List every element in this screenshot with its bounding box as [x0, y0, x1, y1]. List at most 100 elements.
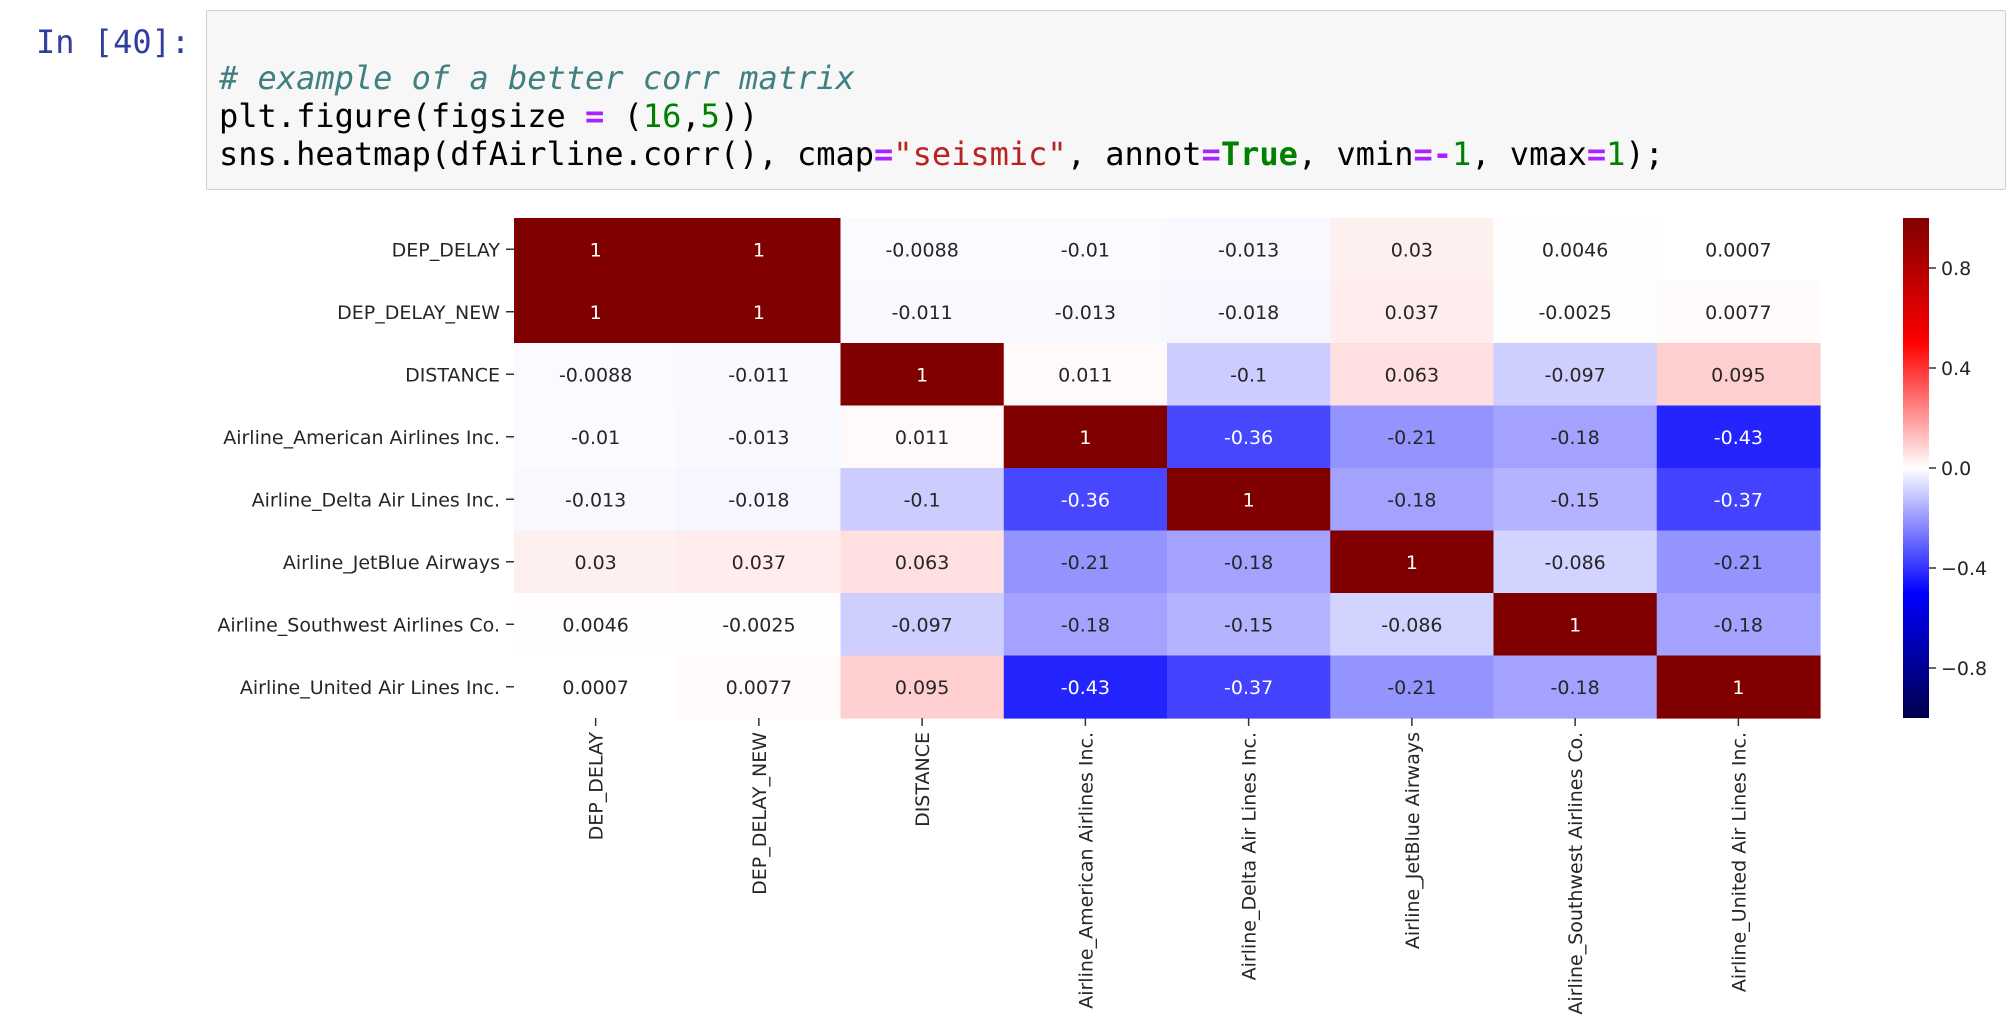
cell-annotation: -0.0088 — [885, 239, 958, 261]
code-token: = — [1201, 135, 1221, 173]
heatmap-cell — [840, 218, 1005, 282]
cell-annotation: -0.018 — [728, 489, 789, 511]
cell-annotation: 1 — [753, 239, 765, 261]
x-tick-label: DEP_DELAY — [586, 732, 608, 841]
heatmap-cell — [677, 468, 842, 532]
heatmap-cell — [1493, 218, 1658, 282]
cell-annotation: 0.0077 — [726, 677, 792, 699]
heatmap-cell — [1330, 530, 1495, 594]
heatmap-cell — [1656, 405, 1821, 469]
heatmap-cells — [514, 218, 1821, 719]
heatmap-cell — [1003, 593, 1168, 657]
y-tick-label: Airline_Delta Air Lines Inc. — [252, 489, 500, 511]
cell-annotation: 0.0046 — [562, 614, 628, 636]
heatmap-cell — [1330, 280, 1495, 344]
cell-annotation: -0.18 — [1551, 427, 1600, 449]
cell-annotation: 0.03 — [1391, 239, 1433, 261]
heatmap-cell — [677, 593, 842, 657]
cell-annotation: 0.095 — [895, 677, 949, 699]
cell-annotation: -0.0025 — [1538, 302, 1611, 324]
cell-annotation: -0.1 — [904, 489, 941, 511]
cell-annotation: -0.01 — [1061, 239, 1110, 261]
heatmap-cell — [514, 280, 678, 344]
cell-annotation: -0.18 — [1714, 614, 1763, 636]
heatmap-cell — [840, 655, 1005, 719]
colorbar-tick-label: −0.4 — [1941, 558, 1987, 580]
heatmap-cell — [840, 343, 1005, 407]
x-tick-label: Airline_Southwest Airlines Co. — [1565, 732, 1587, 1015]
heatmap-cell — [840, 468, 1005, 532]
heatmap-cell — [1656, 468, 1821, 532]
cell-annotation: -0.18 — [1061, 614, 1110, 636]
code-token: 1 — [1606, 135, 1626, 173]
x-tick-label: DISTANCE — [912, 732, 934, 827]
y-tick-label: DEP_DELAY_NEW — [337, 302, 500, 324]
heatmap-cell — [840, 280, 1005, 344]
cell-annotation: -0.15 — [1551, 489, 1600, 511]
heatmap-cell — [1167, 405, 1331, 469]
heatmap-cell — [1656, 280, 1821, 344]
heatmap-cell — [1167, 468, 1331, 532]
cell-annotation: 0.037 — [732, 552, 786, 574]
heatmap-cell — [1493, 405, 1658, 469]
code-token: True — [1220, 135, 1298, 173]
cell-annotation: -0.21 — [1387, 677, 1436, 699]
cell-annotation: -0.0025 — [722, 614, 795, 636]
heatmap-cell — [677, 218, 842, 282]
colorbar-tick-label: 0.4 — [1941, 358, 1971, 380]
heatmap-cell — [1330, 343, 1495, 407]
heatmap-cell — [1493, 343, 1658, 407]
code-line: plt.figure(figsize = (16,5)) — [219, 97, 1664, 135]
heatmap-chart: 1 1 -0.0088 -0.01 -0.013 0.03 0.0046 0.0007 1 1 -0… — [217, 218, 1987, 1015]
code-token: , — [681, 97, 701, 135]
cell-annotation: -0.43 — [1714, 427, 1763, 449]
cell-annotation: -0.011 — [892, 302, 953, 324]
cell-annotation: -0.15 — [1224, 614, 1273, 636]
heatmap-cell — [514, 405, 678, 469]
cell-annotation: 1 — [916, 364, 928, 386]
code-token: =- — [1413, 135, 1452, 173]
colorbar-ticks: 0.8 0.4 0.0 −0.4 −0.8 — [1929, 258, 1987, 680]
code-token: ( — [604, 97, 643, 135]
cell-annotation: -0.013 — [728, 427, 789, 449]
cell-annotation: 1 — [1243, 489, 1255, 511]
heatmap-cell — [514, 343, 678, 407]
cell-annotation: 1 — [1406, 552, 1418, 574]
cell-annotation: -0.097 — [1545, 364, 1606, 386]
code-token: "seismic" — [893, 135, 1067, 173]
heatmap-cell — [1493, 530, 1658, 594]
cell-annotation: -0.37 — [1224, 677, 1273, 699]
cell-annotation: -0.18 — [1224, 552, 1273, 574]
heatmap-cell — [1003, 280, 1168, 344]
cell-annotation: -0.011 — [728, 364, 789, 386]
x-tick-label: DEP_DELAY_NEW — [749, 732, 771, 895]
heatmap-cell — [1656, 530, 1821, 594]
x-tick-label: Airline_American Airlines Inc. — [1075, 732, 1097, 1009]
y-axis-labels: DEP_DELAY DEP_DELAY_NEW DISTANCE Airline_Am… — [217, 239, 514, 699]
heatmap-cell — [1493, 593, 1658, 657]
heatmap-cell — [1493, 655, 1658, 719]
x-axis-labels: DEP_DELAY DEP_DELAY_NEW DISTANCE Airline_Am… — [586, 718, 1750, 1015]
cell-annotation: -0.21 — [1714, 552, 1763, 574]
cell-annotation: -0.013 — [1218, 239, 1279, 261]
heatmap-cell — [677, 405, 842, 469]
heatmap-cell — [1330, 405, 1495, 469]
cell-annotation: -0.36 — [1224, 427, 1273, 449]
heatmap-cell — [514, 218, 678, 282]
code-cell-input[interactable]: # example of a better corr matrix plt.fig… — [206, 10, 2006, 190]
code-line: # example of a better corr matrix — [219, 59, 1664, 97]
code-token: # example of a better corr matrix — [219, 59, 855, 97]
cell-annotation: 0.063 — [895, 552, 949, 574]
heatmap-cell — [1167, 655, 1331, 719]
y-tick-label: DISTANCE — [405, 364, 500, 386]
y-tick-label: Airline_JetBlue Airways — [283, 552, 500, 574]
colorbar — [1903, 218, 1929, 718]
cell-annotation: 0.011 — [895, 427, 949, 449]
code-token: sns.heatmap(dfAirline.corr(), cmap — [219, 135, 875, 173]
cell-annotation: -0.1 — [1230, 364, 1267, 386]
cell-annotation: -0.18 — [1551, 677, 1600, 699]
cell-annotation: -0.0088 — [559, 364, 632, 386]
code-editor[interactable]: # example of a better corr matrix plt.fig… — [219, 59, 1664, 173]
code-token: 5 — [700, 97, 720, 135]
heatmap-cell — [677, 343, 842, 407]
